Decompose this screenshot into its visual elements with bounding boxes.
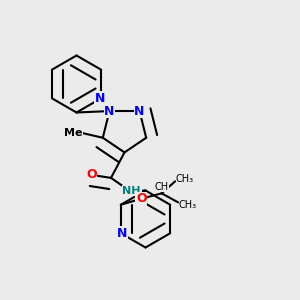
Text: NH: NH xyxy=(122,186,141,196)
Text: CH₃: CH₃ xyxy=(179,200,197,210)
Text: N: N xyxy=(134,105,145,118)
Text: CH₃: CH₃ xyxy=(176,174,194,184)
Text: N: N xyxy=(117,227,128,240)
Text: O: O xyxy=(136,192,146,205)
Text: Me: Me xyxy=(64,128,83,138)
Text: CH: CH xyxy=(154,182,169,192)
Text: N: N xyxy=(94,92,105,105)
Text: N: N xyxy=(104,105,115,118)
Text: O: O xyxy=(86,168,97,182)
